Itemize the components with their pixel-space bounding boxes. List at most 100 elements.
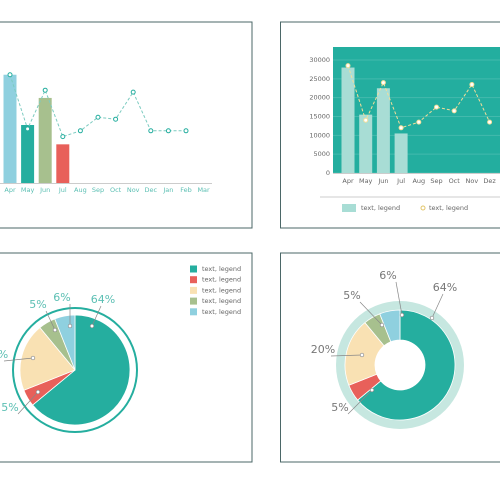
leader-line	[91, 305, 102, 327]
data-label: 5%	[331, 401, 348, 414]
point	[416, 119, 422, 125]
bar	[21, 125, 35, 183]
leader-dot	[30, 355, 36, 361]
leader-line	[45, 310, 56, 331]
x-tick-label: Feb	[180, 186, 192, 194]
leader-dot	[89, 323, 95, 329]
donut-hole	[375, 340, 425, 390]
point	[469, 81, 475, 87]
point	[113, 116, 119, 122]
leader-dot	[359, 352, 365, 358]
data-label: 6%	[53, 291, 70, 304]
y-tick-label: 20000	[309, 94, 330, 102]
leader-line	[347, 389, 373, 415]
x-tick-label: Apr	[4, 186, 16, 194]
bar	[359, 114, 373, 173]
data-label: 5%	[343, 289, 360, 302]
point	[60, 134, 66, 140]
x-tick-label: Apr	[342, 177, 354, 185]
leader-dot	[379, 322, 385, 328]
bar	[56, 144, 70, 183]
x-tick-label: Sep	[430, 177, 442, 185]
leader-dot	[399, 312, 405, 318]
data-label: 20%	[0, 348, 8, 361]
leader-dot	[429, 315, 435, 321]
x-tick-label: Jul	[58, 186, 67, 194]
legend-label: text, legend	[429, 204, 468, 212]
x-tick-label: Dez	[483, 177, 496, 185]
x-tick-label: Dec	[145, 186, 158, 194]
legend-label: text, legend	[202, 308, 241, 316]
x-tick-label: Mar	[197, 186, 210, 194]
legend-swatch	[190, 286, 197, 294]
x-tick-label: Jun	[39, 186, 50, 194]
y-tick-label: 5000	[313, 150, 330, 158]
point	[183, 128, 189, 134]
legend-label: text, legend	[202, 265, 241, 273]
point	[165, 128, 171, 134]
legend-swatch	[190, 265, 197, 273]
slice	[32, 314, 131, 426]
legend-swatch	[190, 308, 197, 316]
y-tick-label: 10000	[309, 131, 330, 139]
point	[95, 114, 101, 120]
x-tick-label: Jun	[377, 177, 388, 185]
leader-line	[17, 391, 39, 415]
legend-label: text, legend	[361, 204, 400, 212]
y-tick-label: 0	[326, 169, 330, 177]
leader-line	[395, 281, 403, 316]
data-label: 64%	[91, 293, 115, 306]
bar	[394, 133, 408, 173]
x-tick-label: Oct	[449, 177, 461, 185]
leader-dot	[35, 389, 41, 395]
y-tick-label: 25000	[309, 75, 330, 83]
bar	[38, 97, 52, 183]
leader-dot	[52, 327, 58, 333]
x-tick-label: Jan	[162, 186, 173, 194]
point	[398, 125, 404, 131]
point	[451, 108, 457, 114]
bar	[341, 67, 355, 173]
y-tick-label: 30000	[309, 56, 330, 64]
data-label: 5%	[29, 298, 46, 311]
outer-ring	[12, 307, 138, 433]
point	[130, 89, 136, 95]
data-label: 64%	[433, 281, 457, 294]
x-tick-label: May	[359, 177, 373, 185]
point	[487, 119, 493, 125]
data-label: 5%	[1, 401, 18, 414]
data-label: 20%	[311, 343, 335, 356]
leader-line	[359, 301, 383, 326]
point	[7, 72, 13, 78]
data-label: 6%	[379, 269, 396, 282]
point	[434, 104, 439, 110]
x-tick-label: Sep	[92, 186, 104, 194]
legend-swatch	[190, 297, 197, 305]
x-tick-label: Oct	[110, 186, 122, 194]
bar	[3, 74, 17, 183]
leader-line	[330, 354, 363, 357]
leader-line	[431, 293, 444, 319]
x-tick-label: Aug	[74, 186, 87, 194]
legend-swatch	[420, 205, 426, 211]
point	[345, 63, 351, 69]
x-tick-label: May	[21, 186, 35, 194]
point	[42, 87, 48, 93]
leader-line	[3, 357, 34, 362]
bar	[376, 88, 390, 173]
y-tick-label: 15000	[309, 113, 330, 121]
legend-swatch	[190, 276, 197, 284]
legend-label: text, legend	[202, 297, 241, 305]
x-tick-label: Nov	[127, 186, 140, 194]
legend-label: text, legend	[202, 286, 241, 294]
legend-swatch	[342, 204, 356, 212]
line	[9, 74, 186, 138]
leader-dot	[369, 387, 375, 393]
point	[363, 117, 369, 123]
point	[148, 128, 154, 134]
x-tick-label: Jul	[396, 177, 405, 185]
leader-dot	[67, 323, 73, 329]
point	[77, 128, 83, 134]
x-tick-label: Aug	[412, 177, 425, 185]
